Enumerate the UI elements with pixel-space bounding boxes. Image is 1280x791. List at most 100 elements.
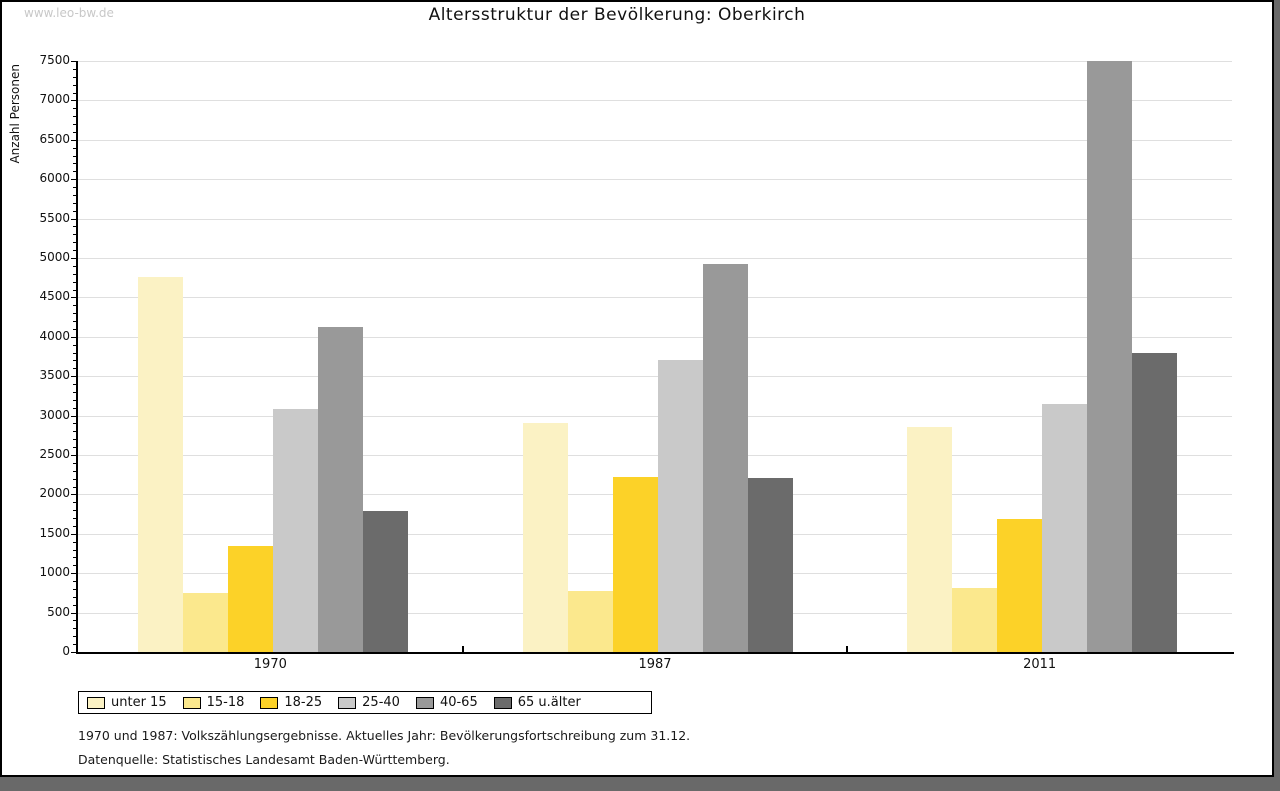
y-tick-minor xyxy=(73,384,77,386)
legend-swatch-40-65 xyxy=(415,696,434,709)
y-tick-major xyxy=(71,652,77,653)
legend-label-18-25: 18-25 xyxy=(284,695,323,710)
y-tick-minor xyxy=(73,202,77,204)
bar-2011-18-25 xyxy=(997,518,1043,652)
y-tick-minor xyxy=(73,518,77,520)
legend-swatch-65-u-lter xyxy=(493,696,512,709)
y-tick-minor xyxy=(73,108,77,110)
y-tick-major xyxy=(71,218,77,220)
y-axis-line xyxy=(76,61,78,654)
y-tick-minor xyxy=(73,644,77,646)
y-tick-minor xyxy=(73,76,77,78)
y-tick-minor xyxy=(73,588,77,590)
gridline-5000 xyxy=(78,258,1232,259)
y-tick-minor xyxy=(73,242,77,244)
y-tick-label-1000: 1000 xyxy=(39,565,70,580)
y-tick-major xyxy=(71,61,77,62)
legend-item-40-65: 40-65 xyxy=(415,695,478,710)
x-axis-group-tick xyxy=(461,646,464,652)
y-tick-minor xyxy=(73,321,77,323)
y-tick-minor xyxy=(73,604,77,606)
legend-item-18-25: 18-25 xyxy=(260,695,322,710)
y-tick-minor xyxy=(73,620,77,622)
y-tick-major xyxy=(71,297,77,299)
y-tick-label-3000: 3000 xyxy=(39,407,70,422)
y-tick-minor xyxy=(73,447,77,449)
y-tick-minor xyxy=(73,596,77,598)
legend-item-25-40: 25-40 xyxy=(338,695,400,710)
y-tick-minor xyxy=(73,163,77,165)
bar-1970-25-40 xyxy=(273,409,318,652)
legend-swatch-15-18 xyxy=(182,696,201,709)
legend-swatch-18-25 xyxy=(260,696,279,709)
gridline-6000 xyxy=(78,179,1232,181)
y-tick-major xyxy=(71,415,77,417)
bar-1987-65-u-lter xyxy=(747,477,793,652)
bar-1970-unter-15 xyxy=(138,276,183,652)
y-tick-minor xyxy=(73,557,77,559)
y-tick-minor xyxy=(73,171,77,173)
y-tick-minor xyxy=(73,352,77,354)
y-tick-label-6500: 6500 xyxy=(39,131,70,146)
y-tick-minor xyxy=(73,281,77,283)
y-tick-minor xyxy=(73,131,77,133)
y-tick-minor xyxy=(73,328,77,330)
y-tick-minor xyxy=(73,470,77,472)
bar-1987-18-25 xyxy=(612,477,658,652)
y-tick-minor xyxy=(73,226,77,228)
legend-item-unter-15: unter 15 xyxy=(87,695,167,710)
y-tick-minor xyxy=(73,525,77,527)
bar-1987-25-40 xyxy=(657,360,703,652)
bar-2011-65-u-lter xyxy=(1132,352,1178,652)
y-tick-major xyxy=(71,336,77,338)
y-tick-minor xyxy=(73,116,77,118)
y-tick-minor xyxy=(73,289,77,291)
legend-item-65-u-lter: 65 u.älter xyxy=(493,695,581,710)
y-tick-minor xyxy=(73,360,77,362)
y-tick-minor xyxy=(73,636,77,638)
bar-1970-40-65 xyxy=(318,327,363,652)
bar-1987-15-18 xyxy=(567,591,613,652)
y-tick-major xyxy=(71,573,77,575)
gridline-3500 xyxy=(78,376,1232,378)
y-tick-major xyxy=(71,455,77,456)
y-tick-minor xyxy=(73,565,77,567)
x-axis-group-tick xyxy=(846,646,849,652)
y-tick-minor xyxy=(73,147,77,149)
y-tick-label-7500: 7500 xyxy=(39,53,70,67)
watermark: www.leo-bw.de xyxy=(24,6,114,20)
y-tick-minor xyxy=(73,250,77,252)
y-tick-minor xyxy=(73,234,77,236)
bar-1970-15-18 xyxy=(183,592,228,652)
y-axis-title: Anzahl Personen xyxy=(8,64,22,164)
y-tick-minor xyxy=(73,431,77,433)
footnote-data-source: Datenquelle: Statistisches Landesamt Bad… xyxy=(78,752,450,767)
y-tick-minor xyxy=(73,399,77,401)
gridline-4000 xyxy=(78,336,1232,338)
y-tick-minor xyxy=(73,439,77,441)
y-tick-minor xyxy=(73,510,77,512)
y-tick-major xyxy=(71,179,77,181)
y-tick-minor xyxy=(73,187,77,189)
y-tick-major xyxy=(71,376,77,378)
gridline-7000 xyxy=(78,100,1232,102)
chart-window: www.leo-bw.de Altersstruktur der Bevölke… xyxy=(0,0,1274,777)
y-tick-label-2000: 2000 xyxy=(39,486,70,501)
y-tick-minor xyxy=(73,68,77,70)
gridline-7500 xyxy=(78,61,1232,62)
y-tick-minor xyxy=(73,155,77,157)
y-tick-label-7000: 7000 xyxy=(39,92,70,107)
y-tick-minor xyxy=(73,210,77,212)
x-tick-label-1987: 1987 xyxy=(638,657,672,672)
y-tick-label-6000: 6000 xyxy=(39,171,70,186)
y-tick-label-4500: 4500 xyxy=(39,289,70,304)
y-tick-label-2500: 2500 xyxy=(39,447,70,461)
y-tick-label-4000: 4000 xyxy=(39,328,70,343)
legend-swatch-25-40 xyxy=(338,696,357,709)
legend-swatch-unter-15 xyxy=(87,696,105,709)
y-tick-label-5500: 5500 xyxy=(39,210,70,225)
y-tick-minor xyxy=(73,368,77,370)
y-tick-minor xyxy=(73,486,77,488)
bar-1970-18-25 xyxy=(228,545,273,652)
bar-2011-15-18 xyxy=(952,588,998,652)
